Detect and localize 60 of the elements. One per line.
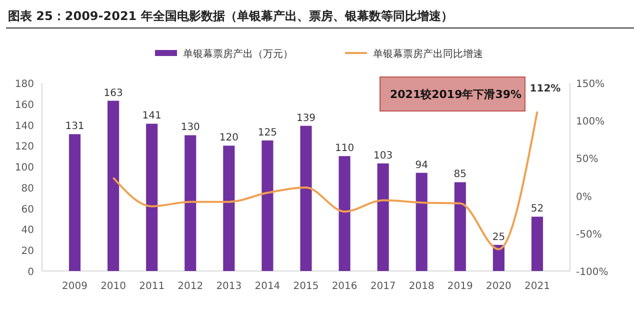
x-tick-label: 2014 bbox=[254, 281, 280, 292]
bar bbox=[262, 140, 274, 271]
x-tick-label: 2016 bbox=[332, 281, 358, 292]
data-label: 25 bbox=[492, 232, 506, 243]
data-label: 52 bbox=[530, 204, 544, 215]
y-tick-label: 140 bbox=[14, 120, 34, 132]
annotation: 2021较2019年下滑39% bbox=[390, 88, 522, 101]
bar bbox=[377, 163, 389, 271]
x-tick-label: 2009 bbox=[62, 281, 88, 292]
bar bbox=[184, 135, 196, 271]
bar bbox=[338, 156, 350, 271]
x-tick-label: 2019 bbox=[447, 281, 473, 292]
x-tick-label: 2011 bbox=[139, 281, 165, 292]
bar bbox=[300, 126, 312, 271]
data-label: 163 bbox=[104, 88, 123, 99]
y2-tick-label: -50% bbox=[576, 229, 602, 240]
data-label: 130 bbox=[180, 122, 200, 134]
chart-title: 图表 25：2009-2021 年全国电影数据（单银幕产出、票房、银幕数等同比增速） bbox=[8, 9, 453, 23]
y-tick-label: 40 bbox=[21, 225, 34, 236]
x-tick-label: 2010 bbox=[100, 281, 126, 292]
x-tick-label: 2021 bbox=[524, 281, 550, 292]
y-tick-label: 180 bbox=[14, 79, 34, 90]
data-label: 110 bbox=[334, 143, 354, 154]
data-label: 131 bbox=[65, 121, 84, 132]
y-tick-label: 100 bbox=[14, 162, 34, 174]
y-tick-label: 20 bbox=[21, 246, 34, 258]
bar bbox=[531, 216, 544, 271]
y2-tick-label: 150% bbox=[576, 79, 605, 90]
bar bbox=[223, 146, 235, 271]
y2-tick-label: 50% bbox=[576, 154, 598, 166]
x-tick-label: 2015 bbox=[293, 281, 319, 292]
bar bbox=[454, 182, 466, 271]
data-label: 125 bbox=[258, 127, 278, 138]
y-tick-label: 120 bbox=[14, 142, 34, 153]
data-label: 141 bbox=[142, 110, 162, 122]
bar bbox=[146, 124, 158, 271]
data-label: 85 bbox=[454, 169, 467, 180]
x-tick-label: 2012 bbox=[178, 281, 204, 292]
x-tick-label: 2018 bbox=[408, 281, 434, 292]
y-tick-label: 0 bbox=[28, 267, 34, 278]
data-label: 112% bbox=[530, 84, 561, 95]
y2-tick-label: 100% bbox=[576, 116, 605, 128]
legend-label: 单银幕票房产出（万元） bbox=[183, 48, 293, 60]
data-label: 94 bbox=[415, 160, 428, 171]
y-tick-label: 60 bbox=[21, 204, 34, 216]
y-tick-label: 80 bbox=[21, 183, 34, 194]
data-label: 120 bbox=[219, 132, 238, 144]
y-tick-label: 160 bbox=[14, 100, 34, 111]
data-label: 103 bbox=[374, 150, 393, 162]
x-tick-label: 2013 bbox=[216, 281, 242, 292]
bar bbox=[492, 244, 504, 271]
y2-tick-label: 0% bbox=[576, 192, 592, 203]
data-label: 139 bbox=[296, 112, 316, 124]
x-tick-label: 2017 bbox=[370, 281, 396, 292]
bar bbox=[416, 172, 428, 271]
x-tick-label: 2020 bbox=[486, 281, 512, 292]
legend-label: 单银幕票房产出同比增速 bbox=[373, 48, 483, 60]
bar bbox=[108, 100, 120, 271]
y2-tick-label: -100% bbox=[576, 267, 608, 278]
bar bbox=[68, 134, 81, 271]
